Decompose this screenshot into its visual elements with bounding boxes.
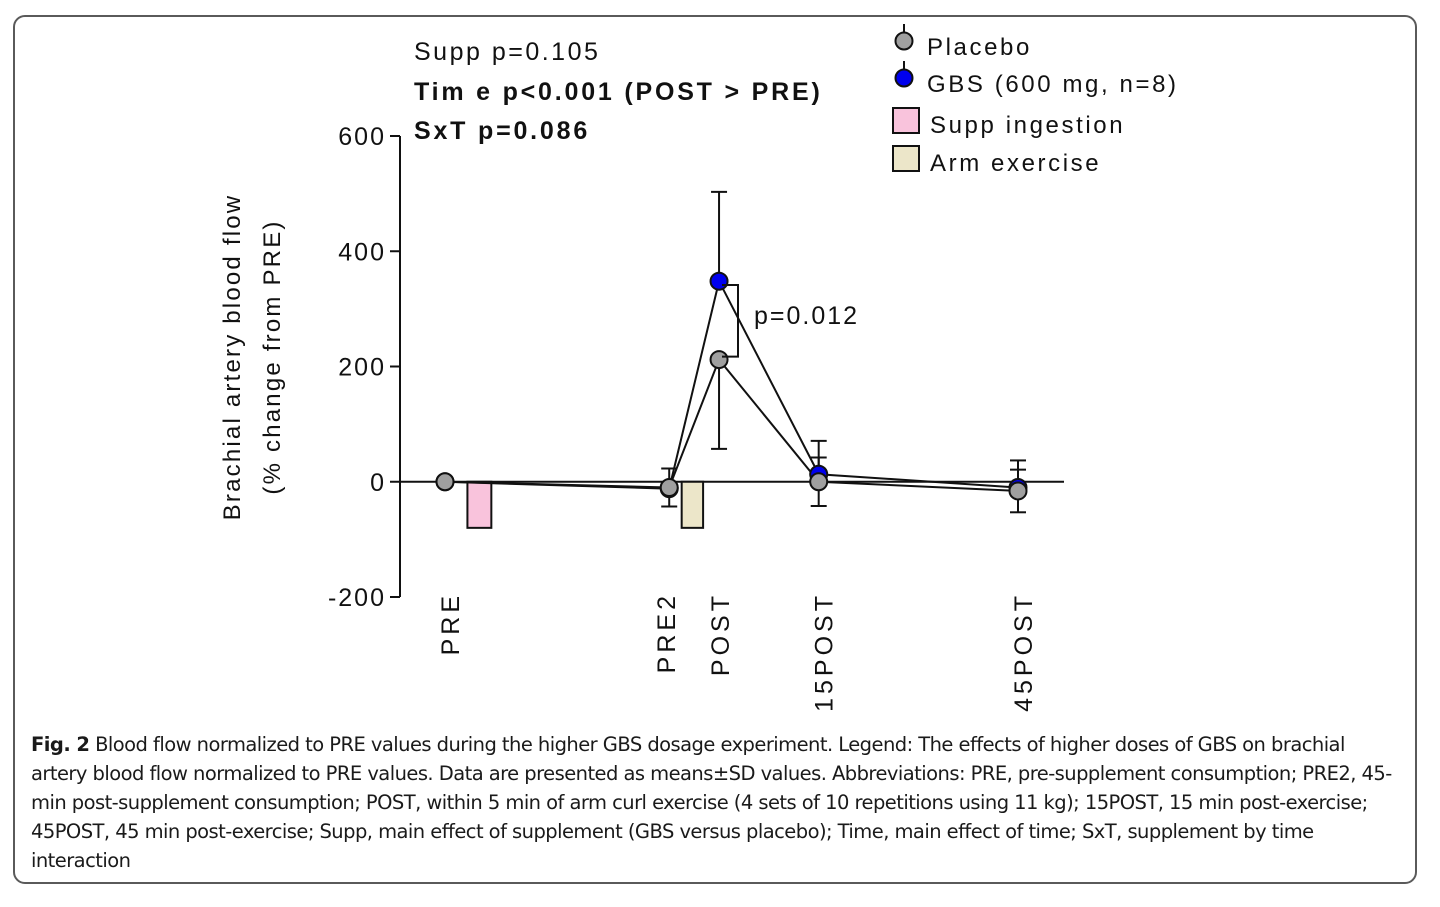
y-tick-label: -200 [328, 584, 386, 612]
x-tick-label: PRE2 [653, 592, 681, 673]
legend-swatch [892, 107, 920, 134]
stats-time: Tim e p<0.001 (POST > PRE) [414, 78, 823, 106]
legend-label: Placebo [927, 34, 1032, 61]
legend-swatch [892, 145, 920, 172]
y-tick-label: 600 [338, 123, 386, 151]
x-tick-label: 45POST [1010, 592, 1038, 712]
y-tick-label: 0 [370, 469, 386, 497]
x-tick-label: PRE [437, 592, 465, 655]
data-point [709, 271, 729, 291]
annotation-label: p=0.012 [754, 302, 859, 330]
stats-supp: Supp p=0.105 [414, 38, 600, 66]
significance-bracket [722, 283, 739, 358]
stats-sxt: SxT p=0.086 [414, 117, 590, 145]
data-point [709, 350, 729, 370]
caption-label: Fig. 2 [31, 733, 90, 756]
data-point [809, 472, 829, 492]
data-point [435, 472, 455, 492]
data-point [1008, 481, 1028, 501]
bar-supp-ingestion [466, 480, 493, 529]
caption-text: Blood flow normalized to PRE values duri… [31, 733, 1392, 872]
y-tick-label: 400 [338, 238, 386, 266]
series-line-0 [444, 278, 1019, 490]
series-line-1 [444, 357, 1019, 492]
data-point [659, 478, 679, 498]
legend-label: Arm exercise [930, 150, 1101, 177]
legend-label: Supp ingestion [930, 112, 1125, 139]
y-axis-label: Brachial artery blood flow [219, 194, 246, 521]
y-axis-label-sub: (% change from PRE) [259, 219, 286, 494]
x-tick-label: 15POST [811, 592, 839, 712]
y-tick-label: 200 [338, 354, 386, 382]
legend-label: GBS (600 mg, n=8) [927, 71, 1179, 98]
bar-arm-exercise [680, 480, 705, 529]
figure-caption: Fig. 2 Blood flow normalized to PRE valu… [31, 730, 1401, 875]
x-tick-label: POST [707, 592, 735, 676]
legend-marker [894, 31, 914, 51]
legend-marker [894, 68, 914, 88]
